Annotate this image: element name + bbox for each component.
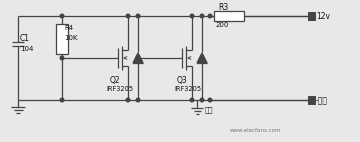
- Circle shape: [60, 98, 64, 102]
- Text: IRF3205: IRF3205: [174, 86, 201, 92]
- Text: 电源: 电源: [205, 106, 213, 113]
- Circle shape: [136, 98, 140, 102]
- Text: Q2: Q2: [110, 76, 121, 85]
- Circle shape: [190, 14, 194, 18]
- Text: C1: C1: [20, 34, 30, 43]
- Bar: [214, 11, 244, 21]
- Text: 10K: 10K: [64, 35, 77, 41]
- Polygon shape: [133, 53, 143, 63]
- Circle shape: [208, 14, 212, 18]
- Circle shape: [126, 98, 130, 102]
- Polygon shape: [197, 53, 207, 63]
- Circle shape: [208, 98, 212, 102]
- Text: www.elecfans.com: www.elecfans.com: [230, 128, 282, 133]
- Text: 12v: 12v: [316, 12, 330, 21]
- Text: -输出: -输出: [316, 96, 328, 105]
- Text: Q3: Q3: [177, 76, 188, 85]
- Text: 200: 200: [216, 22, 229, 28]
- Text: IRF3205: IRF3205: [106, 86, 133, 92]
- Circle shape: [200, 98, 204, 102]
- Bar: [56, 24, 68, 54]
- Text: R3: R3: [218, 3, 228, 12]
- Circle shape: [60, 14, 64, 18]
- Text: 104: 104: [20, 46, 33, 52]
- Circle shape: [200, 14, 204, 18]
- Circle shape: [190, 98, 194, 102]
- Bar: [308, 12, 315, 20]
- Circle shape: [136, 14, 140, 18]
- Circle shape: [136, 56, 140, 60]
- Bar: [308, 96, 315, 104]
- Text: R4: R4: [64, 25, 73, 31]
- Circle shape: [60, 56, 64, 60]
- Circle shape: [126, 14, 130, 18]
